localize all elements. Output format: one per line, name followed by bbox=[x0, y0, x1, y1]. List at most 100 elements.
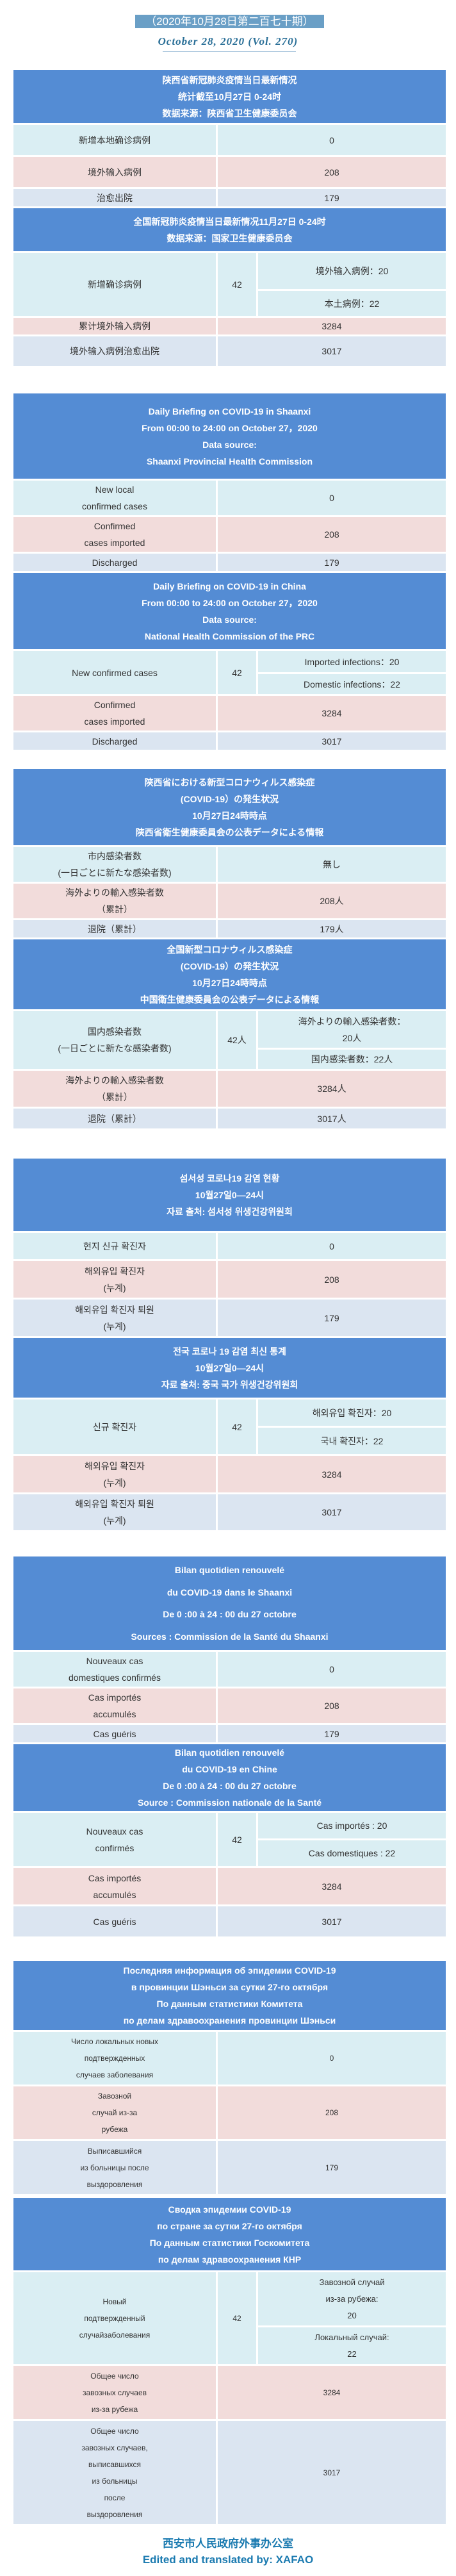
discharged-row: Cas guéris 179 bbox=[13, 1725, 446, 1742]
label-line: случайзаболевания bbox=[79, 2330, 151, 2340]
label-line: 해외유입 확진자 bbox=[84, 1460, 145, 1471]
table-ru-china: Сводка эпидемии COVID-19 по стране за сут… bbox=[13, 2198, 446, 2526]
value-text: 42 bbox=[232, 1834, 242, 1845]
table-header: 全国新冠肺炎疫情当日最新情况11月27日 0-24时 数据来源：国家卫生健康委员会 bbox=[13, 208, 446, 251]
imported-breakdown: 境外输入病例：20 bbox=[258, 253, 446, 289]
label-line: 해외유입 확진자 bbox=[84, 1266, 145, 1276]
label-line: из-за рубежа bbox=[91, 2404, 138, 2414]
header-line: по делам здравоохранения провинции Шэньс… bbox=[123, 2015, 336, 2026]
domestic-breakdown: 국내 확진자：22 bbox=[258, 1428, 446, 1454]
label-line: после bbox=[104, 2493, 126, 2502]
imported-cases-row: Cas importés accumulés 3284 bbox=[13, 1868, 446, 1904]
breakdown: 海外よりの輸入感染者数： 20人 国内感染者数：22人 bbox=[258, 1011, 446, 1069]
row-value: 208 bbox=[218, 1688, 446, 1723]
header-line: Data source: bbox=[202, 439, 257, 450]
value-text: 179 bbox=[324, 1728, 339, 1739]
row-value: 208人 bbox=[218, 884, 446, 918]
header-line: National Health Commission of the PRC bbox=[144, 631, 315, 641]
header-line: 陝西省衛生健康委員会の公表データによる情報 bbox=[135, 827, 324, 838]
label-line: 退院（累計） bbox=[88, 1113, 142, 1124]
header-line: 섬서성 코로나19 감염 현황 bbox=[179, 1173, 280, 1184]
new-cases-row: 新增确诊病例 42 境外输入病例：20 本土病例：22 bbox=[13, 253, 446, 316]
header-line: Последняя информация об эпидемии COVID-1… bbox=[123, 1965, 336, 1976]
label-line: случай из-за bbox=[92, 2108, 138, 2117]
value-text: 179 bbox=[324, 1312, 339, 1323]
row-label: Discharged bbox=[13, 732, 216, 750]
label-line: 国内感染者数 bbox=[88, 1027, 142, 1037]
label-line: 新增确诊病例 bbox=[88, 279, 142, 290]
row-value: 208 bbox=[218, 2086, 446, 2139]
label-line: завозных случаев bbox=[82, 2388, 147, 2397]
table-ko-shaanxi: 섬서성 코로나19 감염 현황 10월27일0—24시 자료 출처: 섬서성 위생건… bbox=[13, 1159, 446, 1338]
value-text: 3284 bbox=[323, 2388, 341, 2397]
header-line: 전국 코로나 19 감염 최신 통계 bbox=[173, 1346, 286, 1357]
row-total: 42 bbox=[218, 1399, 256, 1454]
row-label: 현지 신규 확진자 bbox=[13, 1233, 216, 1259]
label-line: Cas importés bbox=[88, 1872, 142, 1883]
value-text: 0 bbox=[329, 493, 334, 503]
value-text: 42 bbox=[232, 2313, 241, 2323]
row-label: 해외유입 확진자 퇴원 (누계) bbox=[13, 1494, 216, 1530]
value-text: 208 bbox=[324, 167, 339, 178]
breakdown-line: Локальный случай: bbox=[314, 2332, 389, 2342]
breakdown: 境外输入病例：20 本土病例：22 bbox=[258, 253, 446, 316]
header-line: From 00:00 to 24:00 on October 27，2020 bbox=[142, 422, 318, 433]
label-line: Cas guéris bbox=[93, 1916, 136, 1927]
row-total: 42 bbox=[218, 1813, 256, 1866]
row-value: 3017 bbox=[218, 732, 446, 750]
header-line: 陝西省における新型コロナウィルス感染症 bbox=[144, 777, 315, 788]
row-value: 179 bbox=[218, 1725, 446, 1742]
row-label: New local confirmed cases bbox=[13, 481, 216, 515]
row-value: 3017人 bbox=[218, 1109, 446, 1128]
label-line: 治愈出院 bbox=[97, 192, 133, 203]
value-text: 無し bbox=[323, 859, 341, 870]
value-text: 3284 bbox=[322, 321, 342, 331]
discharged-row: 해외유입 확진자 퇴원 (누계) 3017 bbox=[13, 1494, 446, 1530]
label-line: случаев заболевания bbox=[76, 2070, 154, 2079]
imported-breakdown: Imported infections：20 bbox=[258, 651, 446, 672]
header-line: 数据来源：陕西省卫生健康委员会 bbox=[162, 108, 297, 119]
row-label: Cas guéris bbox=[13, 1906, 216, 1936]
new-cases-row: Nouveaux cas confirmés 42 Cas importés : 20… bbox=[13, 1813, 446, 1866]
label-line: из больницы bbox=[92, 2476, 138, 2486]
breakdown: Cas importés : 20 Cas domestiques : 22 bbox=[258, 1813, 446, 1866]
new-cases-row: Число локальных новых подтвержденных случа… bbox=[13, 2032, 446, 2085]
label-line: Nouveaux cas bbox=[86, 1656, 143, 1666]
header-line: (COVID-19）の発生状況 bbox=[180, 793, 279, 804]
value-text: 208 bbox=[324, 1701, 339, 1711]
discharged-row: Discharged 3017 bbox=[13, 732, 446, 750]
domestic-breakdown: 本土病例：22 bbox=[258, 291, 446, 316]
row-value: 無し bbox=[218, 847, 446, 882]
breakdown-line: 22 bbox=[347, 2349, 357, 2359]
label-line: Confirmed bbox=[94, 521, 136, 531]
date-divider bbox=[163, 51, 296, 52]
row-label: Nouveaux cas domestiques confirmés bbox=[13, 1652, 216, 1687]
header-line: По данным статистики Госкомитета bbox=[149, 2237, 310, 2248]
label-line: Общее число bbox=[90, 2371, 139, 2381]
row-total: 42 bbox=[218, 2272, 256, 2364]
table-header: 섬서성 코로나19 감염 현황 10월27일0—24시 자료 출처: 섬서성 위생건… bbox=[13, 1159, 446, 1231]
table-header: 陝西省における新型コロナウィルス感染症 (COVID-19）の発生状況 10月27日… bbox=[13, 769, 446, 845]
value-text: 208 bbox=[324, 1274, 339, 1285]
domestic-breakdown: Cas domestiques : 22 bbox=[258, 1840, 446, 1866]
value-text: 208 bbox=[324, 529, 339, 540]
row-value: 179人 bbox=[218, 920, 446, 937]
value-text: 208 bbox=[325, 2108, 339, 2117]
value-text: 0 bbox=[329, 1241, 334, 1251]
breakdown-line: 海外よりの輸入感染者数： bbox=[298, 1016, 406, 1027]
label-line: 退院（累計） bbox=[88, 923, 142, 934]
discharged-row: Discharged 179 bbox=[13, 554, 446, 571]
domestic-breakdown: Domestic infections：22 bbox=[258, 674, 446, 694]
value-text: 3284人 bbox=[317, 1084, 346, 1094]
header-line: 10월27일0—24시 bbox=[195, 1189, 265, 1200]
new-cases-row: Nouveaux cas domestiques confirmés 0 bbox=[13, 1652, 446, 1687]
imported-cases-row: Общее число завозных случаев из-за рубежа 3… bbox=[13, 2366, 446, 2419]
label-line: Confirmed bbox=[94, 700, 136, 710]
row-label: 国内感染者数 (一日ごとに新たな感染者数) bbox=[13, 1011, 216, 1069]
table-en-shaanxi: Daily Briefing on COVID-19 in Shaanxi Fro… bbox=[13, 393, 446, 573]
row-label: 해외유입 확진자 (누계) bbox=[13, 1261, 216, 1298]
row-label: 新增本地确诊病例 bbox=[13, 125, 216, 155]
header-line: Sources : Commission de la Santé du Shaa… bbox=[131, 1631, 329, 1642]
row-label: Завозной случай из-за рубежа bbox=[13, 2086, 216, 2139]
discharged-row: 治愈出院 179 bbox=[13, 189, 446, 206]
